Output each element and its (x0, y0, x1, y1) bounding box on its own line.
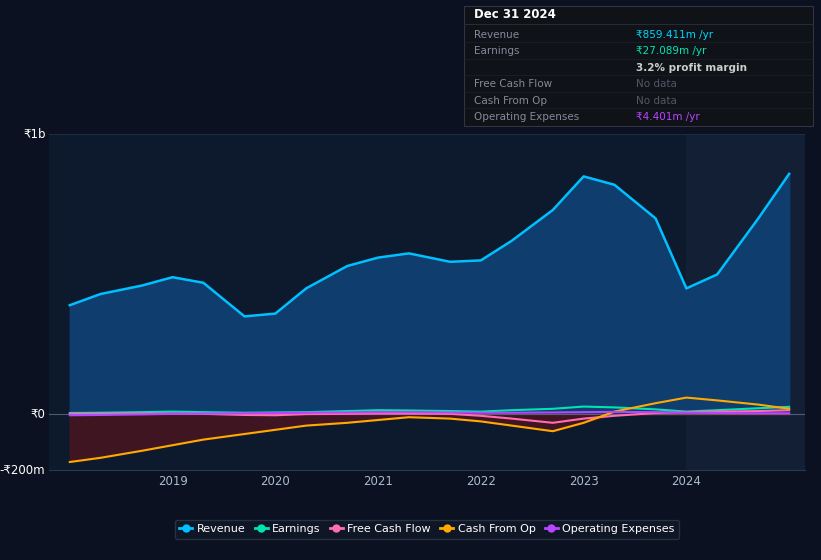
Text: Cash From Op: Cash From Op (474, 96, 547, 106)
Text: No data: No data (636, 96, 677, 106)
Text: 3.2% profit margin: 3.2% profit margin (636, 63, 747, 73)
Text: ₹859.411m /yr: ₹859.411m /yr (636, 30, 713, 40)
Text: Free Cash Flow: Free Cash Flow (474, 79, 552, 89)
Text: ₹0: ₹0 (30, 408, 45, 421)
Text: ₹1b: ₹1b (23, 128, 45, 141)
Text: -₹200m: -₹200m (0, 464, 45, 477)
Text: Earnings: Earnings (474, 46, 519, 56)
Legend: Revenue, Earnings, Free Cash Flow, Cash From Op, Operating Expenses: Revenue, Earnings, Free Cash Flow, Cash … (175, 520, 679, 539)
Text: Revenue: Revenue (474, 30, 519, 40)
Bar (686, 134, 805, 470)
Text: ₹27.089m /yr: ₹27.089m /yr (636, 46, 707, 56)
Text: Dec 31 2024: Dec 31 2024 (474, 8, 556, 21)
Text: No data: No data (636, 79, 677, 89)
Text: ₹4.401m /yr: ₹4.401m /yr (636, 112, 700, 122)
Text: Operating Expenses: Operating Expenses (474, 112, 579, 122)
